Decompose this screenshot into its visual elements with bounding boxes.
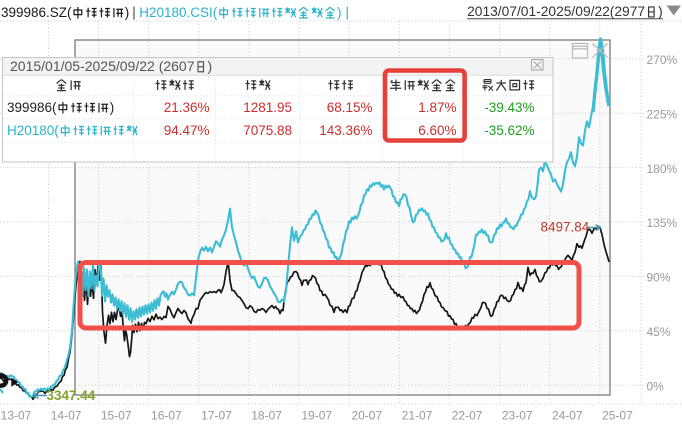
svg-text:399986(: 399986( (7, 100, 57, 115)
svg-text:15-07: 15-07 (101, 409, 132, 423)
svg-text:90%: 90% (647, 271, 671, 285)
svg-text:2015/01/05-2025/09/22 (2607: 2015/01/05-2025/09/22 (2607 (10, 58, 195, 74)
svg-text:23-07: 23-07 (502, 409, 533, 423)
svg-text:18-07: 18-07 (251, 409, 282, 423)
svg-text:8497.84: 8497.84 (541, 220, 590, 235)
svg-text:21-07: 21-07 (402, 409, 433, 423)
svg-text:399986.SZ(: 399986.SZ( (1, 5, 72, 20)
svg-text:H20180.CSI(: H20180.CSI( (139, 5, 218, 20)
svg-text:19-07: 19-07 (301, 409, 332, 423)
svg-text:6.60%: 6.60% (418, 123, 456, 138)
svg-text:2013/07/01-2025/09/22(2977: 2013/07/01-2025/09/22(2977 (467, 4, 645, 19)
svg-text:0%: 0% (647, 379, 665, 393)
svg-text:270%: 270% (647, 53, 678, 67)
svg-text:): ) (125, 5, 130, 20)
svg-text:225%: 225% (647, 107, 678, 121)
svg-text:45%: 45% (647, 325, 671, 339)
svg-text:68.15%: 68.15% (327, 100, 373, 115)
svg-text:20-07: 20-07 (351, 409, 382, 423)
svg-text:94.47%: 94.47% (164, 123, 210, 138)
svg-text:|: | (346, 4, 350, 19)
svg-text:180%: 180% (647, 162, 678, 176)
svg-text:|: | (132, 4, 136, 19)
svg-text:7075.88: 7075.88 (243, 123, 292, 138)
svg-text:14-07: 14-07 (51, 409, 82, 423)
svg-text:24-07: 24-07 (552, 409, 583, 423)
svg-text:17-07: 17-07 (201, 409, 232, 423)
svg-text:143.36%: 143.36% (319, 123, 372, 138)
svg-text:21.36%: 21.36% (164, 100, 210, 115)
svg-text:16-07: 16-07 (151, 409, 182, 423)
svg-text:22-07: 22-07 (452, 409, 483, 423)
svg-text:): ) (110, 100, 115, 115)
svg-text:25-07: 25-07 (602, 409, 633, 423)
svg-text:-35.62%: -35.62% (484, 123, 534, 138)
svg-text:1.87%: 1.87% (418, 100, 456, 115)
svg-text:1281.95: 1281.95 (243, 100, 292, 115)
svg-text:13-07: 13-07 (1, 409, 32, 423)
svg-text:H20180(: H20180( (7, 123, 59, 138)
svg-text:3347.44: 3347.44 (47, 388, 96, 403)
svg-text:-39.43%: -39.43% (484, 100, 534, 115)
svg-text:135%: 135% (647, 216, 678, 230)
svg-text:): ) (658, 4, 663, 19)
svg-text:): ) (337, 5, 342, 20)
svg-text:): ) (208, 58, 213, 74)
